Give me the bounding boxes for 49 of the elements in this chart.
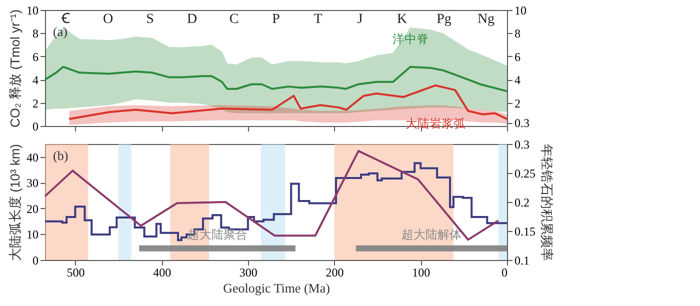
x-axis-title: Geologic Time (Ma) bbox=[223, 280, 330, 296]
x-tick-label: 200 bbox=[326, 266, 344, 280]
y2-axis-title: 年轻锆石的积累频率 bbox=[540, 144, 554, 261]
y2-tick-label: 0.3 bbox=[514, 116, 530, 130]
annotation: J bbox=[357, 12, 364, 27]
y-tick-label: 8 bbox=[32, 26, 38, 41]
text: (a) bbox=[53, 24, 68, 39]
y-tick-label: 2 bbox=[32, 96, 38, 110]
line-series bbox=[44, 66, 508, 92]
chart-title: (b) bbox=[53, 148, 68, 163]
annotation: T bbox=[314, 12, 323, 27]
y-tick-label: 10 bbox=[26, 4, 38, 18]
y2-tick-label: 0.2 bbox=[514, 196, 530, 210]
y-tick-label: 0 bbox=[32, 120, 38, 134]
y-tick-label: 4 bbox=[32, 73, 38, 88]
y2-tick-label: 0.3 bbox=[514, 138, 530, 152]
x-tick-label: 300 bbox=[239, 266, 258, 280]
series-label: 超大陆解体 bbox=[401, 227, 462, 242]
y2-tick-label: 0.1 bbox=[514, 254, 530, 268]
y-tick-label: 10 bbox=[26, 228, 38, 242]
annotation: P bbox=[272, 12, 280, 27]
annotation: C bbox=[229, 12, 239, 27]
annotation: Ꞓ bbox=[60, 12, 70, 27]
y-axis-title: 大陆弧长度 (10³ km) bbox=[8, 144, 22, 261]
x-tick-label: 0 bbox=[502, 266, 508, 280]
annotation: K bbox=[396, 12, 408, 27]
x-tick-label: 500 bbox=[66, 266, 85, 280]
annotation: S bbox=[146, 12, 154, 27]
y2-tick-label: 10 bbox=[514, 4, 526, 18]
annotation: Pg bbox=[436, 12, 452, 27]
y2-tick-label: 0.15 bbox=[514, 224, 536, 238]
y2-tick-label: 6 bbox=[514, 50, 520, 64]
annotation: O bbox=[102, 12, 114, 27]
y2-tick-label: 8 bbox=[514, 26, 520, 41]
y-tick-label: 0 bbox=[32, 254, 38, 268]
x-tick-label: 400 bbox=[153, 266, 172, 280]
y-tick-label: 40 bbox=[26, 150, 38, 164]
y-axis-title: CO₂ 释放 (Tmol yr⁻¹) bbox=[8, 9, 22, 128]
line-series bbox=[44, 150, 500, 241]
y2-tick-label: 4 bbox=[514, 73, 520, 88]
y2-tick-label: 0.25 bbox=[514, 166, 536, 180]
annotation: D bbox=[186, 12, 198, 27]
y2-tick-label: 2 bbox=[514, 96, 520, 110]
y-tick-label: 6 bbox=[32, 50, 38, 64]
annotation: Ng bbox=[477, 12, 495, 27]
series-label: 洋中脊 bbox=[392, 32, 428, 46]
x-tick-label: 100 bbox=[412, 266, 430, 280]
y-tick-label: 20 bbox=[26, 202, 38, 216]
y-tick-label: 30 bbox=[26, 176, 38, 190]
